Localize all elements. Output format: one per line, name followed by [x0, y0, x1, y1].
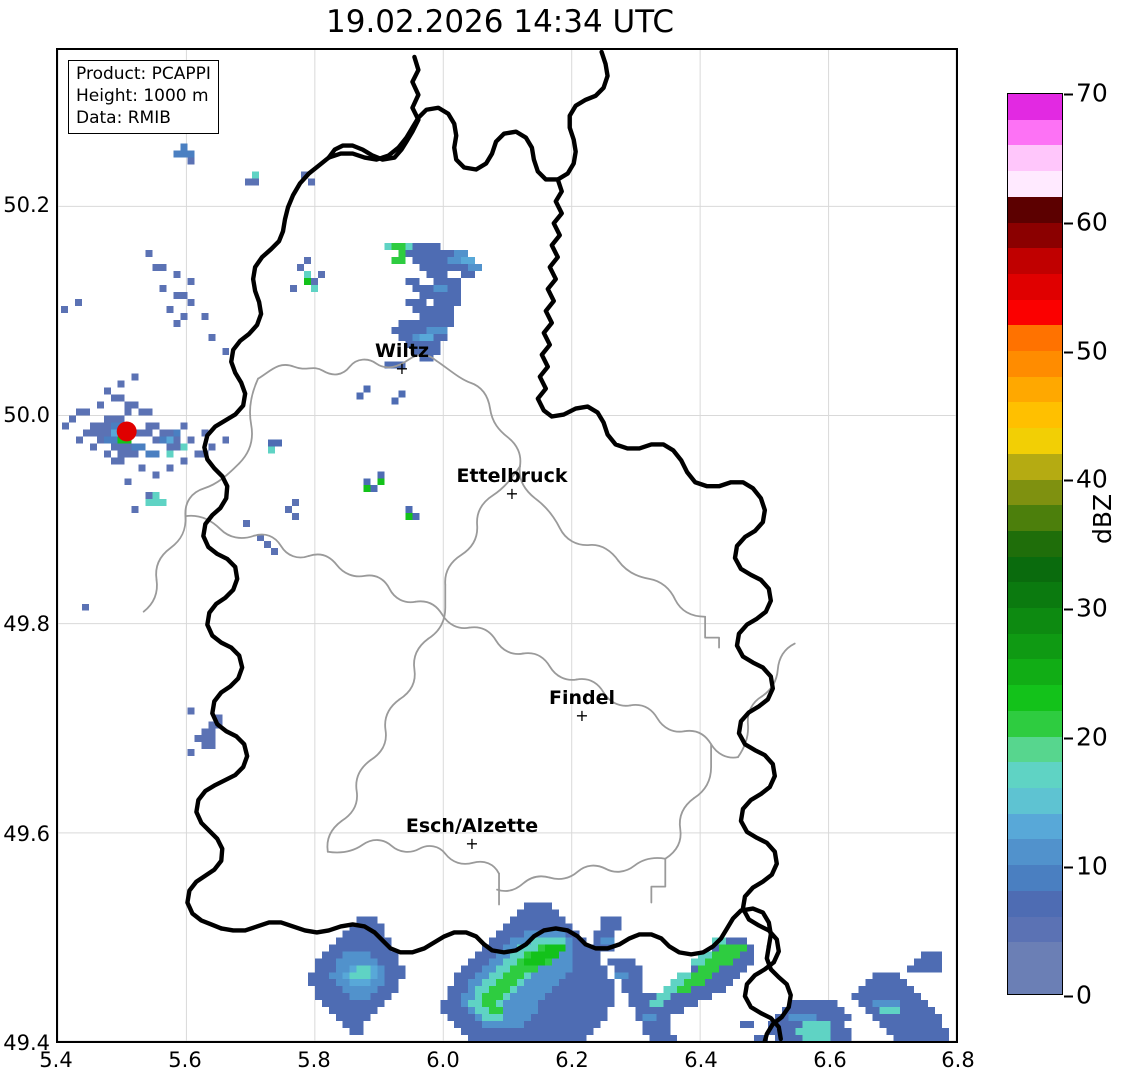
xtick-label: 6.6	[813, 1048, 847, 1072]
colorbar-segment	[1008, 196, 1062, 223]
city-name: Ettelbruck	[456, 465, 568, 487]
map-canvas: Product: PCAPPI Height: 1000 m Data: RMI…	[58, 50, 956, 1041]
page-title: 19.02.2026 14:34 UTC	[326, 4, 674, 40]
xtick-label: 5.4	[39, 1048, 73, 1072]
colorbar-segment	[1008, 453, 1062, 480]
colorbar-segment	[1008, 659, 1062, 686]
colorbar-tick: 70	[1064, 79, 1108, 108]
city-name: Wiltz	[374, 340, 430, 362]
colorbar-tick: 40	[1064, 465, 1108, 494]
ytick-label: 49.6	[3, 822, 50, 846]
city-marker-cross: +	[395, 359, 409, 378]
colorbar-segment	[1008, 967, 1062, 994]
city-name: Esch/Alzette	[405, 815, 539, 837]
colorbar-segment	[1008, 685, 1062, 711]
colorbar-segment	[1008, 171, 1062, 197]
colorbar-segment	[1008, 145, 1062, 172]
info-data-line: Data: RMIB	[76, 107, 171, 128]
colorbar-segment	[1008, 762, 1062, 788]
colorbar-segment	[1008, 351, 1062, 377]
colorbar-segment	[1008, 479, 1062, 506]
city-label-ettelbruck: Ettelbruck +	[456, 465, 568, 503]
colorbar-segment	[1008, 890, 1062, 917]
city-marker-cross: +	[465, 834, 479, 853]
colorbar-segment	[1008, 222, 1062, 249]
colorbar-tick-label: 20	[1076, 722, 1108, 752]
colorbar-tick-label: 10	[1076, 851, 1108, 881]
colorbar-tick-label: 70	[1076, 78, 1108, 108]
colorbar-segment	[1008, 119, 1062, 146]
radar-site-layer	[116, 421, 137, 442]
city-label-esch-alzette: Esch/Alzette +	[405, 815, 539, 853]
colorbar-tick: 50	[1064, 337, 1108, 366]
colorbar-tick: 20	[1064, 723, 1108, 752]
colorbar-tick-label: 40	[1076, 464, 1108, 494]
ytick-label: 50.2	[3, 193, 50, 217]
product-info-box: Product: PCAPPI Height: 1000 m Data: RMI…	[68, 60, 219, 135]
colorbar-segment	[1008, 736, 1062, 763]
colorbar-segment	[1008, 556, 1062, 583]
colorbar-segment	[1008, 94, 1062, 120]
colorbar-tick-label: 60	[1076, 207, 1108, 237]
colorbar-segment	[1008, 916, 1062, 943]
colorbar-segment	[1008, 402, 1062, 429]
xtick-label: 6.4	[684, 1048, 718, 1072]
border-overlay-layer	[185, 50, 793, 1041]
colorbar-segment	[1008, 582, 1062, 609]
xtick-label: 6.8	[941, 1048, 975, 1072]
city-label-wiltz: Wiltz +	[374, 340, 430, 378]
grid-layer	[58, 50, 956, 1041]
city-name: Findel	[548, 687, 616, 709]
colorbar-segment	[1008, 942, 1062, 968]
city-marker-cross: +	[575, 706, 589, 725]
colorbar-segment	[1008, 813, 1062, 840]
colorbar-tick-label: 50	[1076, 336, 1108, 366]
colorbar-segment	[1008, 608, 1062, 634]
colorbar-segment	[1008, 428, 1062, 454]
radar-echo-layer	[60, 143, 950, 1041]
colorbar-segment	[1008, 505, 1062, 531]
radar-site-marker	[116, 421, 137, 442]
colorbar-segment	[1008, 710, 1062, 737]
colorbar-tick: 60	[1064, 208, 1108, 237]
colorbar-segment	[1008, 530, 1062, 557]
dbz-colorbar	[1007, 93, 1063, 995]
colorbar-segment	[1008, 839, 1062, 866]
colorbar-axis-label: dBZ	[1088, 493, 1117, 544]
xtick-label: 6.2	[555, 1048, 589, 1072]
xtick-label: 5.8	[297, 1048, 331, 1072]
info-product-line: Product: PCAPPI	[76, 64, 211, 84]
colorbar-tick: 30	[1064, 594, 1108, 623]
xtick-label: 5.6	[168, 1048, 202, 1072]
colorbar-segment	[1008, 787, 1062, 814]
info-height-line: Height: 1000 m	[76, 85, 209, 106]
colorbar-segment	[1008, 325, 1062, 352]
ytick-label: 49.8	[3, 612, 50, 636]
colorbar-segment	[1008, 376, 1062, 403]
colorbar-segment	[1008, 273, 1062, 300]
ytick-label: 50.0	[3, 403, 50, 427]
radar-map-plot: Product: PCAPPI Height: 1000 m Data: RMI…	[56, 48, 958, 1043]
colorbar-segment	[1008, 248, 1062, 274]
colorbar-segment	[1008, 299, 1062, 326]
colorbar-tick-label: 30	[1076, 593, 1108, 623]
colorbar-segment	[1008, 865, 1062, 891]
canton-boundaries-layer	[142, 354, 796, 906]
xtick-label: 6.0	[426, 1048, 460, 1072]
city-label-findel: Findel +	[548, 687, 616, 725]
colorbar-tick: 10	[1064, 852, 1108, 881]
colorbar-segment	[1008, 633, 1062, 660]
city-marker-cross: +	[505, 484, 519, 503]
ytick-label: 49.4	[3, 1031, 50, 1055]
colorbar-tick: 0	[1064, 981, 1092, 1010]
colorbar-tick-label: 0	[1076, 980, 1092, 1010]
